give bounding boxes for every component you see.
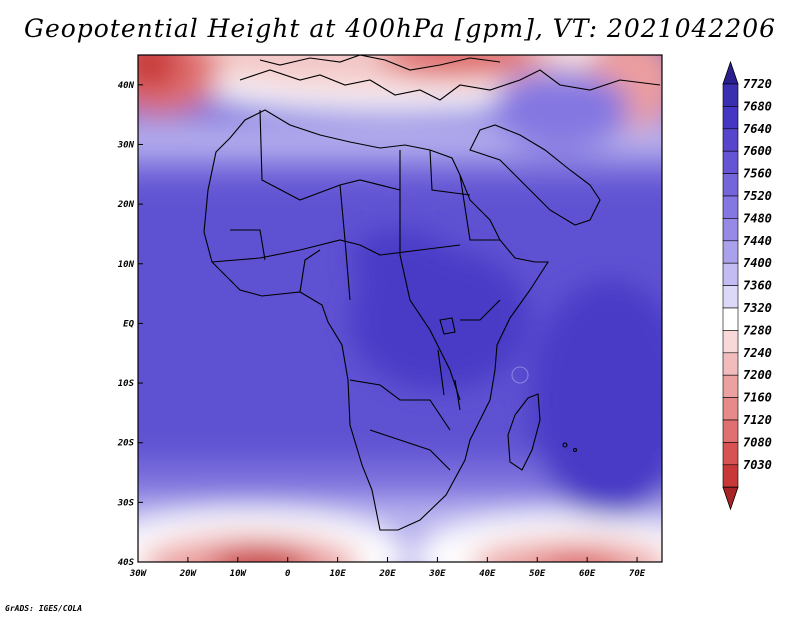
colorbar-level-label: 7520 <box>743 189 772 203</box>
colorbar-level-label: 7560 <box>743 167 772 181</box>
lon-tick-label: 30W <box>129 569 148 579</box>
colorbar-swatch <box>722 240 739 264</box>
colorbar-swatch <box>722 352 739 376</box>
colorbar-swatch <box>722 307 739 331</box>
colorbar-level-label: 7400 <box>743 256 772 270</box>
lon-tick-label: 60E <box>579 569 596 579</box>
lon-tick-label: 70E <box>629 569 646 579</box>
colorbar-swatch <box>722 262 739 286</box>
colorbar-swatch <box>722 419 739 443</box>
coastlines <box>203 55 661 531</box>
colorbar-level-label: 7200 <box>743 368 772 382</box>
colorbar-level-label: 7030 <box>743 458 772 472</box>
lat-tick-label: 10N <box>118 260 135 270</box>
colorbar-level-label: 7120 <box>743 413 772 427</box>
colorbar-swatch <box>722 128 739 152</box>
colorbar-level-label: 7600 <box>743 144 772 158</box>
lat-tick-label: 10S <box>118 379 135 389</box>
lon-tick-label: 40E <box>479 569 496 579</box>
lon-tick-label: 50E <box>529 569 546 579</box>
lat-tick-label: 40S <box>118 558 135 568</box>
colorbar-swatch <box>722 330 739 354</box>
colorbar-swatch <box>722 106 739 130</box>
lon-tick-label: 0 <box>285 569 291 579</box>
colorbar-level-label: 7280 <box>743 323 772 337</box>
colorbar-swatch <box>722 285 739 309</box>
colorbar-level-label: 7360 <box>743 279 772 293</box>
colorbar-swatch <box>722 464 739 488</box>
lat-tick-label: 40N <box>118 81 135 91</box>
colorbar: 7720 7680 7640 7600 7560 7520 7480 7440 7400 7360… <box>722 60 772 511</box>
map-title: Geopotential Height at 400hPa [gpm], VT:… <box>23 14 777 43</box>
credit-text: GrADS: IGES/COLA <box>5 604 83 613</box>
colorbar-level-label: 7480 <box>743 211 772 225</box>
colorbar-swatch <box>722 83 739 107</box>
colorbar-swatch <box>722 173 739 197</box>
colorbar-level-label: 7320 <box>743 301 772 315</box>
colorbar-swatch <box>722 442 739 466</box>
colorbar-level-label: 7680 <box>743 99 772 113</box>
colorbar-max-arrow <box>722 60 739 85</box>
colorbar-swatch <box>722 195 739 219</box>
lon-tick-label: 20W <box>179 569 198 579</box>
lat-tick-label: 30S <box>117 498 135 508</box>
lon-tick-label: 10E <box>329 569 346 579</box>
lat-tick-label: 20S <box>117 439 135 449</box>
colorbar-swatch <box>722 218 739 242</box>
axis-ticks: 30W 20W 10W 0 10E 20E 30E 40E 50E 60E 70E 40N 30N 20N… <box>117 81 646 579</box>
lat-tick-label: 30N <box>117 140 135 150</box>
lon-tick-label: 10W <box>230 569 248 579</box>
lat-tick-label: 20N <box>117 200 135 210</box>
colorbar-swatch <box>722 374 739 398</box>
colorbar-level-label: 7240 <box>743 346 772 360</box>
colorbar-level-label: 7080 <box>743 435 772 449</box>
lon-tick-label: 30E <box>428 569 446 579</box>
height-field-shading <box>138 55 662 562</box>
lat-tick-label: EQ <box>123 319 134 329</box>
colorbar-level-label: 7440 <box>743 234 772 248</box>
colorbar-level-label: 7640 <box>743 122 772 136</box>
colorbar-level-label: 7720 <box>743 77 772 91</box>
colorbar-swatch <box>722 150 739 174</box>
colorbar-level-label: 7160 <box>743 391 772 405</box>
lon-tick-label: 20E <box>378 569 396 579</box>
colorbar-swatch <box>722 397 739 421</box>
colorbar-min-arrow <box>722 486 739 511</box>
plot-frame <box>137 54 663 563</box>
